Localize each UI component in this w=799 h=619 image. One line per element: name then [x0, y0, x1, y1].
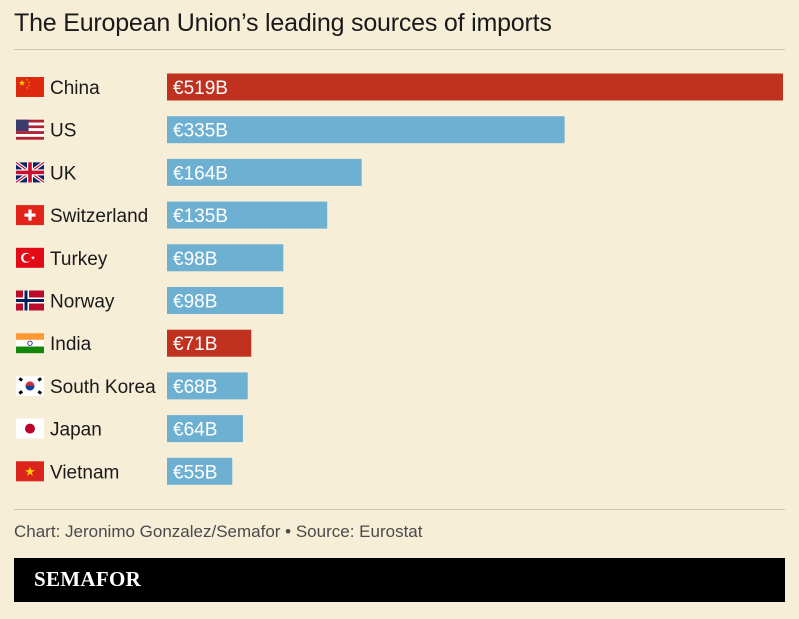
- value-label: €55B: [173, 462, 217, 483]
- us-flag-icon: [16, 119, 44, 140]
- bar: [167, 372, 248, 400]
- value-label: €64B: [173, 420, 217, 441]
- brand-footer: SEMAFOR: [14, 558, 785, 602]
- category-label: UK: [50, 163, 77, 184]
- category-label: Vietnam: [50, 462, 119, 483]
- turkey-flag-icon: [16, 247, 44, 268]
- bar: [167, 244, 284, 272]
- value-label: €68B: [173, 377, 217, 398]
- bar: [167, 415, 243, 443]
- bar: [167, 73, 783, 101]
- switzerland-flag-icon: [16, 205, 44, 226]
- japan-flag-icon: [16, 418, 44, 439]
- value-label: €519B: [173, 78, 228, 99]
- category-label: India: [50, 334, 92, 355]
- bar: [167, 158, 362, 186]
- value-label: €71B: [173, 334, 217, 355]
- category-label: US: [50, 121, 76, 142]
- category-label: Turkey: [50, 249, 108, 270]
- bar-chart: China €519B US €335B UK €164B Switzerland €135B…: [14, 73, 783, 485]
- value-label: €98B: [173, 292, 217, 313]
- value-label: €135B: [173, 206, 228, 227]
- semafor-logo: SEMAFOR: [34, 567, 142, 591]
- category-label: Switzerland: [50, 206, 148, 227]
- vietnam-flag-icon: [16, 461, 44, 482]
- bar: [167, 116, 565, 144]
- category-label: South Korea: [50, 377, 156, 398]
- bar: [167, 201, 328, 229]
- source-divider: [14, 509, 785, 510]
- uk-flag-icon: [14, 160, 46, 184]
- category-label: Japan: [50, 420, 102, 441]
- top-divider: [14, 49, 785, 50]
- bar: [167, 329, 252, 357]
- value-label: €98B: [173, 249, 217, 270]
- china-flag-icon: [16, 77, 44, 97]
- chart-title: The European Union’s leading sources of …: [14, 9, 552, 37]
- value-label: €164B: [173, 163, 228, 184]
- chart-source: Chart: Jeronimo Gonzalez/Semafor • Sourc…: [14, 522, 423, 541]
- category-label: Norway: [50, 292, 115, 313]
- value-label: €335B: [173, 121, 228, 142]
- bar: [167, 457, 233, 485]
- norway-flag-icon: [16, 290, 44, 311]
- india-flag-icon: [16, 333, 44, 354]
- south-korea-flag-icon: [16, 375, 44, 396]
- bar: [167, 287, 284, 314]
- category-label: China: [50, 78, 100, 99]
